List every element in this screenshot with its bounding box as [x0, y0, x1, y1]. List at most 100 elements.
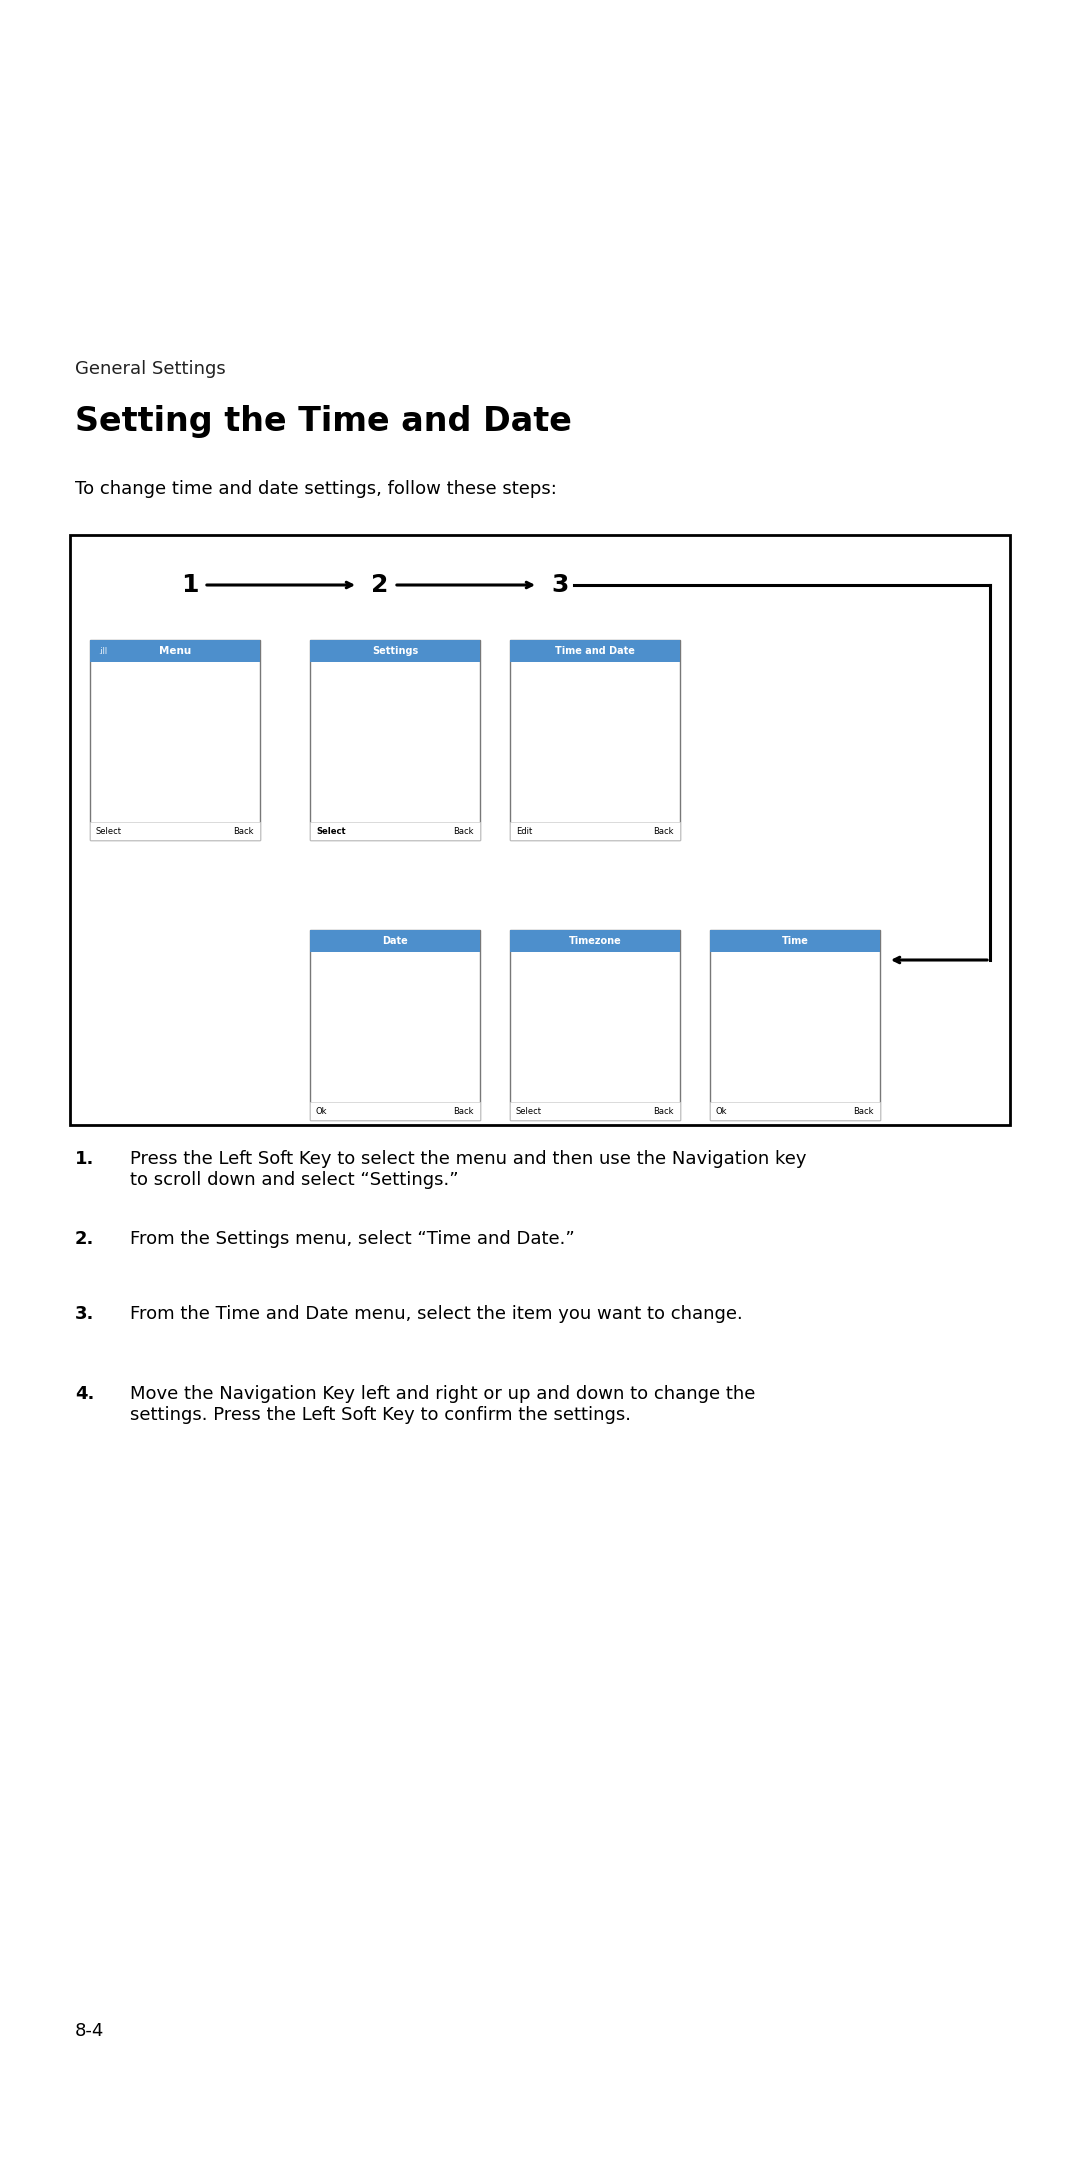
Bar [364, 1011, 390, 1035]
Text: 1: 1 [181, 572, 199, 596]
Bar [510, 639, 680, 661]
Text: Menu: Menu [159, 646, 191, 657]
Bar [710, 931, 880, 953]
Bar [318, 1011, 354, 1035]
Bar [673, 953, 678, 1102]
Text: 3.: 3. [75, 1305, 94, 1322]
Bar [310, 639, 480, 661]
Bar [310, 639, 480, 840]
Bar [510, 732, 673, 752]
Bar [510, 767, 673, 786]
Text: Time format: Time format [516, 756, 593, 767]
Bar [90, 823, 260, 840]
Bar [95, 754, 123, 782]
Bar [673, 1048, 678, 1069]
Bar [95, 667, 123, 696]
Text: General Settings: General Settings [75, 361, 226, 378]
Text: General: General [316, 687, 354, 698]
Bar [310, 823, 480, 840]
Bar [510, 1102, 680, 1121]
Text: Back: Back [233, 827, 254, 836]
Text: 10: 10 [327, 1017, 345, 1030]
Text: Back: Back [454, 827, 474, 836]
Text: hh : mm: hh : mm [773, 998, 816, 1007]
Bar [510, 1071, 673, 1093]
Bar [710, 931, 880, 1121]
Bar [310, 762, 473, 782]
Text: Press the Left Soft Key to select the menu and then use the Navigation key
to sc: Press the Left Soft Key to select the me… [130, 1149, 807, 1188]
Text: Time zone: Time zone [516, 721, 580, 730]
Text: Back: Back [454, 1106, 474, 1115]
Bar [673, 661, 678, 823]
Text: 2.: 2. [75, 1229, 94, 1248]
Bar [310, 1102, 480, 1121]
Text: 8-4: 8-4 [75, 2022, 105, 2039]
Text: 03: 03 [369, 1017, 384, 1030]
Text: Edit: Edit [516, 827, 532, 836]
Bar [310, 931, 480, 1121]
Bar [90, 639, 260, 840]
Text: Back: Back [653, 1106, 674, 1115]
Bar [310, 931, 480, 1121]
Text: 3: 3 [551, 572, 569, 596]
Bar [90, 639, 260, 661]
Text: 09 : 08 : 45  AM: 09 : 08 : 45 AM [516, 689, 598, 700]
Text: Ok: Ok [316, 1106, 327, 1115]
Text: Edit the time: Edit the time [761, 981, 828, 989]
Text: AM: AM [812, 1017, 832, 1030]
Text: Services: Services [130, 719, 174, 730]
Text: 09: 09 [727, 1017, 744, 1030]
Text: Move the Navigation Key left and right or up and down to change the
settings. Pr: Move the Navigation Key left and right o… [130, 1385, 755, 1423]
Bar [510, 823, 680, 840]
Text: Select: Select [516, 1106, 542, 1115]
Text: Ok: Ok [716, 1106, 728, 1115]
Text: S: S [103, 715, 114, 734]
Text: /: / [393, 1017, 397, 1030]
Text: 2: 2 [372, 572, 389, 596]
Text: Back: Back [653, 827, 674, 836]
Text: Timezone: Timezone [569, 935, 621, 946]
Text: From the Time and Date menu, select the item you want to change.: From the Time and Date menu, select the … [130, 1305, 743, 1322]
Bar [510, 639, 680, 840]
Bar [473, 661, 478, 823]
Text: Manage blocked ...: Manage blocked ... [316, 786, 408, 797]
Bar [710, 931, 880, 1121]
Text: 2006: 2006 [406, 1017, 437, 1030]
Text: Select: Select [316, 827, 346, 836]
Text: 4.: 4. [75, 1385, 94, 1404]
Text: Call divert: Call divert [316, 706, 366, 717]
Text: ► GMT-03:00: ► GMT-03:00 [518, 1017, 581, 1026]
Text: X: X [103, 760, 114, 775]
Text: 09: 09 [772, 1017, 788, 1030]
Text: Time: Time [782, 935, 809, 946]
Bar [400, 1011, 444, 1035]
Bar [804, 1011, 839, 1035]
Text: ► GMT-04:00: ► GMT-04:00 [518, 976, 581, 987]
Text: GMT+00:00: GMT+00:00 [516, 737, 573, 747]
Text: ► GMT-02:00: ► GMT-02:00 [518, 1037, 581, 1048]
Text: Network: Network [316, 667, 356, 676]
Text: Search: Search [130, 676, 166, 687]
Text: Setting the Time and Date: Setting the Time and Date [75, 406, 572, 438]
Text: Select: Select [96, 827, 122, 836]
Text: ► GMT-01:00: ► GMT-01:00 [518, 1056, 581, 1067]
Bar [718, 1011, 753, 1035]
Text: /: / [357, 1017, 361, 1030]
Text: Settings: Settings [372, 646, 418, 657]
Bar [310, 639, 480, 840]
Bar [90, 639, 260, 840]
Bar [510, 931, 680, 1121]
Text: 1.: 1. [75, 1149, 94, 1169]
Bar [90, 704, 260, 745]
Text: 4: 4 [862, 948, 879, 972]
Bar [95, 711, 123, 739]
Text: To change time and date settings, follow these steps:: To change time and date settings, follow… [75, 480, 557, 499]
Text: Time: Time [516, 670, 546, 680]
Text: .ill: .ill [98, 646, 107, 654]
Bar [710, 1102, 880, 1121]
Text: Time and Date: Time and Date [555, 646, 635, 657]
Text: Q: Q [103, 674, 116, 689]
Text: Tones: Tones [316, 747, 343, 756]
Bar [473, 691, 478, 719]
Text: ► GMT-03:30: ► GMT-03:30 [518, 998, 581, 1007]
